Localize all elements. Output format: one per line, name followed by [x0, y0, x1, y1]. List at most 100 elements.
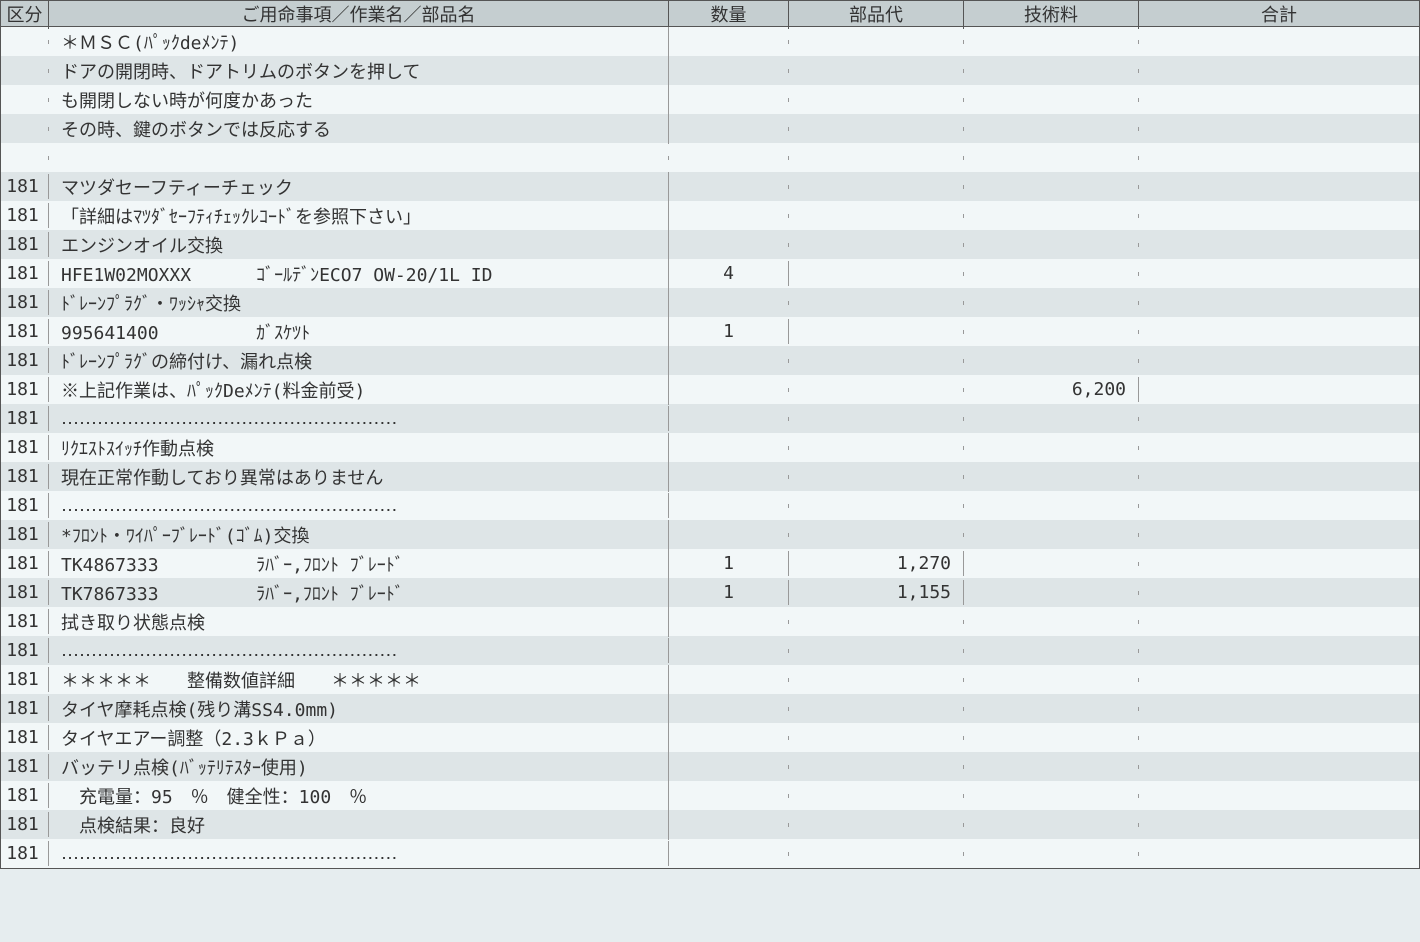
cell-kubun: 181 [1, 580, 49, 605]
cell-qty [669, 475, 789, 479]
table-row: 181マツダセーフティーチェック [1, 172, 1419, 201]
cell-kubun: 181 [1, 406, 49, 431]
table-row: 181＊＊＊＊＊ 整備数値詳細 ＊＊＊＊＊ [1, 665, 1419, 694]
cell-desc: ドアの開閉時、ドアトリムのボタンを押して [49, 56, 669, 86]
cell-parts [789, 98, 964, 102]
table-row: 181TK7867333 ﾗﾊﾞｰ,ﾌﾛﾝﾄ ﾌﾞﾚｰﾄﾞ11,155 [1, 578, 1419, 607]
cell-desc: ＊＊＊＊＊ 整備数値詳細 ＊＊＊＊＊ [49, 665, 669, 695]
cell-parts [789, 185, 964, 189]
table-row: 181‥‥‥‥‥‥‥‥‥‥‥‥‥‥‥‥‥‥‥‥‥‥‥‥‥‥‥‥ [1, 636, 1419, 665]
cell-qty [669, 214, 789, 218]
cell-kubun: 181 [1, 290, 49, 315]
cell-fee [964, 359, 1139, 363]
cell-qty: 1 [669, 551, 789, 576]
cell-qty [669, 765, 789, 769]
cell-parts [789, 736, 964, 740]
cell-qty: 1 [669, 580, 789, 605]
cell-desc: 充電量：95 ％ 健全性：100 ％ [49, 781, 669, 811]
cell-fee [964, 533, 1139, 537]
cell-fee [964, 736, 1139, 740]
table-header-row: 区分 ご用命事項／作業名／部品名 数量 部品代 技術料 合計 [1, 1, 1419, 27]
cell-qty [669, 678, 789, 682]
cell-parts [789, 649, 964, 653]
cell-kubun: 181 [1, 232, 49, 257]
cell-qty [669, 446, 789, 450]
cell-parts [789, 823, 964, 827]
cell-parts: 1,155 [789, 580, 964, 605]
cell-kubun: 181 [1, 377, 49, 402]
cell-parts [789, 156, 964, 160]
table-row: 181 充電量：95 ％ 健全性：100 ％ [1, 781, 1419, 810]
cell-fee [964, 823, 1139, 827]
cell-qty [669, 156, 789, 160]
cell-fee [964, 707, 1139, 711]
cell-parts [789, 446, 964, 450]
table-row: 181現在正常作動しており異常はありません [1, 462, 1419, 491]
cell-kubun: 181 [1, 522, 49, 547]
cell-fee [964, 446, 1139, 450]
cell-total [1139, 707, 1419, 711]
cell-qty [669, 69, 789, 73]
table-row: 181ﾘｸｴｽﾄｽｲｯﾁ作動点検 [1, 433, 1419, 462]
table-row: 181*ﾌﾛﾝﾄ・ﾜｲﾊﾟｰﾌﾞﾚｰﾄﾞ(ｺﾞﾑ)交換 [1, 520, 1419, 549]
cell-qty [669, 533, 789, 537]
cell-fee [964, 852, 1139, 856]
cell-total [1139, 214, 1419, 218]
cell-fee [964, 98, 1139, 102]
cell-qty [669, 794, 789, 798]
table-row: ＊ＭＳＣ(ﾊﾟｯｸdeﾒﾝﾃ) [1, 27, 1419, 56]
table-body: ＊ＭＳＣ(ﾊﾟｯｸdeﾒﾝﾃ)ドアの開閉時、ドアトリムのボタンを押しても開閉しな… [1, 27, 1419, 868]
cell-kubun: 181 [1, 203, 49, 228]
cell-total [1139, 649, 1419, 653]
cell-kubun: 181 [1, 435, 49, 460]
cell-fee [964, 504, 1139, 508]
table-row: 181ﾄﾞﾚｰﾝﾌﾟﾗｸﾞの締付け、漏れ点検 [1, 346, 1419, 375]
cell-qty [669, 504, 789, 508]
cell-fee [964, 417, 1139, 421]
cell-qty [669, 359, 789, 363]
cell-total [1139, 330, 1419, 334]
cell-kubun [1, 69, 49, 73]
cell-desc: 現在正常作動しており異常はありません [49, 462, 669, 492]
header-qty: 数量 [669, 0, 789, 29]
cell-total [1139, 446, 1419, 450]
table-row: その時、鍵のボタンでは反応する [1, 114, 1419, 143]
cell-desc: ‥‥‥‥‥‥‥‥‥‥‥‥‥‥‥‥‥‥‥‥‥‥‥‥‥‥‥‥ [49, 638, 669, 663]
cell-qty [669, 40, 789, 44]
cell-desc: 995641400 ｶﾞｽｹﾂﾄ [49, 317, 669, 347]
cell-parts [789, 388, 964, 392]
cell-total [1139, 533, 1419, 537]
cell-desc: TK4867333 ﾗﾊﾞｰ,ﾌﾛﾝﾄ ﾌﾞﾚｰﾄﾞ [49, 549, 669, 579]
cell-kubun [1, 127, 49, 131]
cell-fee [964, 69, 1139, 73]
cell-parts [789, 69, 964, 73]
table-row: 181TK4867333 ﾗﾊﾞｰ,ﾌﾛﾝﾄ ﾌﾞﾚｰﾄﾞ11,270 [1, 549, 1419, 578]
table-row: 181‥‥‥‥‥‥‥‥‥‥‥‥‥‥‥‥‥‥‥‥‥‥‥‥‥‥‥‥ [1, 491, 1419, 520]
cell-total [1139, 794, 1419, 798]
cell-kubun [1, 156, 49, 160]
cell-total [1139, 40, 1419, 44]
cell-total [1139, 156, 1419, 160]
cell-desc: ﾄﾞﾚｰﾝﾌﾟﾗｸﾞ・ﾜｯｼｬ交換 [49, 288, 669, 318]
cell-total [1139, 823, 1419, 827]
cell-qty [669, 417, 789, 421]
cell-parts [789, 330, 964, 334]
cell-parts [789, 243, 964, 247]
cell-total [1139, 417, 1419, 421]
header-fee: 技術料 [964, 0, 1139, 29]
cell-qty [669, 736, 789, 740]
cell-total [1139, 678, 1419, 682]
cell-parts [789, 794, 964, 798]
cell-parts [789, 301, 964, 305]
cell-kubun [1, 40, 49, 44]
cell-parts [789, 359, 964, 363]
table-row: 181HFE1W02MOXXX ｺﾞｰﾙﾃﾞﾝECO7 OW-20/1L ID4 [1, 259, 1419, 288]
cell-qty [669, 649, 789, 653]
cell-parts [789, 40, 964, 44]
header-desc: ご用命事項／作業名／部品名 [49, 0, 669, 29]
cell-total [1139, 475, 1419, 479]
cell-kubun: 181 [1, 725, 49, 750]
cell-total [1139, 620, 1419, 624]
table-row: 181‥‥‥‥‥‥‥‥‥‥‥‥‥‥‥‥‥‥‥‥‥‥‥‥‥‥‥‥ [1, 404, 1419, 433]
cell-kubun: 181 [1, 348, 49, 373]
